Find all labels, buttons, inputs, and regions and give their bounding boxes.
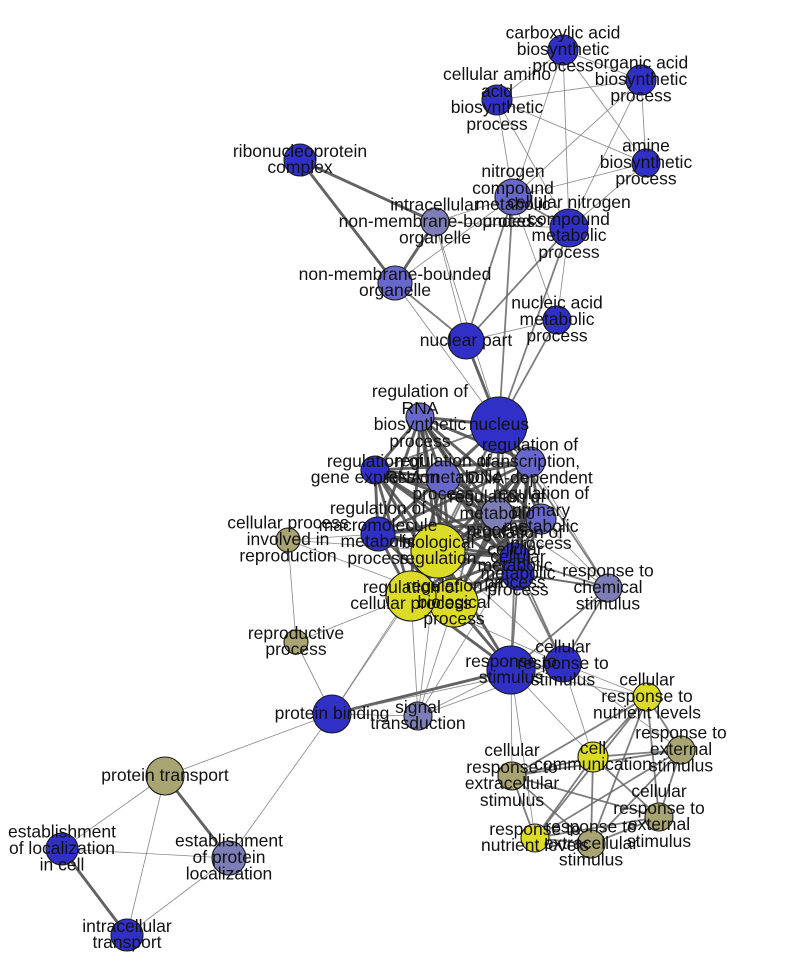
svg-text:protein transport: protein transport [101,765,229,785]
svg-text:localization: localization [186,864,273,884]
svg-text:complex: complex [267,157,332,177]
svg-text:reproduction: reproduction [239,546,336,566]
svg-text:transduction: transduction [370,713,465,733]
svg-text:process: process [487,580,549,600]
svg-text:in cell: in cell [40,855,85,875]
svg-text:process: process [389,431,451,451]
svg-text:stimulus: stimulus [559,850,623,870]
svg-text:process: process [610,86,672,106]
svg-text:stimulus: stimulus [649,756,713,776]
svg-text:organelle: organelle [359,280,431,300]
svg-text:process: process [466,114,528,134]
svg-text:process: process [538,242,600,262]
svg-text:cellular process: cellular process [350,593,472,613]
svg-text:process: process [265,639,327,659]
svg-text:process: process [615,169,677,189]
svg-text:stimulus: stimulus [576,594,640,614]
svg-text:regulation: regulation [400,548,477,568]
svg-text:organelle: organelle [399,228,471,248]
svg-text:stimulus: stimulus [480,790,544,810]
svg-text:stimulus: stimulus [531,670,595,690]
svg-text:nutrient levels: nutrient levels [593,703,701,723]
svg-text:process: process [526,326,588,346]
svg-text:nuclear part: nuclear part [420,330,513,350]
svg-text:transport: transport [92,932,161,952]
svg-text:nucleus: nucleus [469,414,530,434]
